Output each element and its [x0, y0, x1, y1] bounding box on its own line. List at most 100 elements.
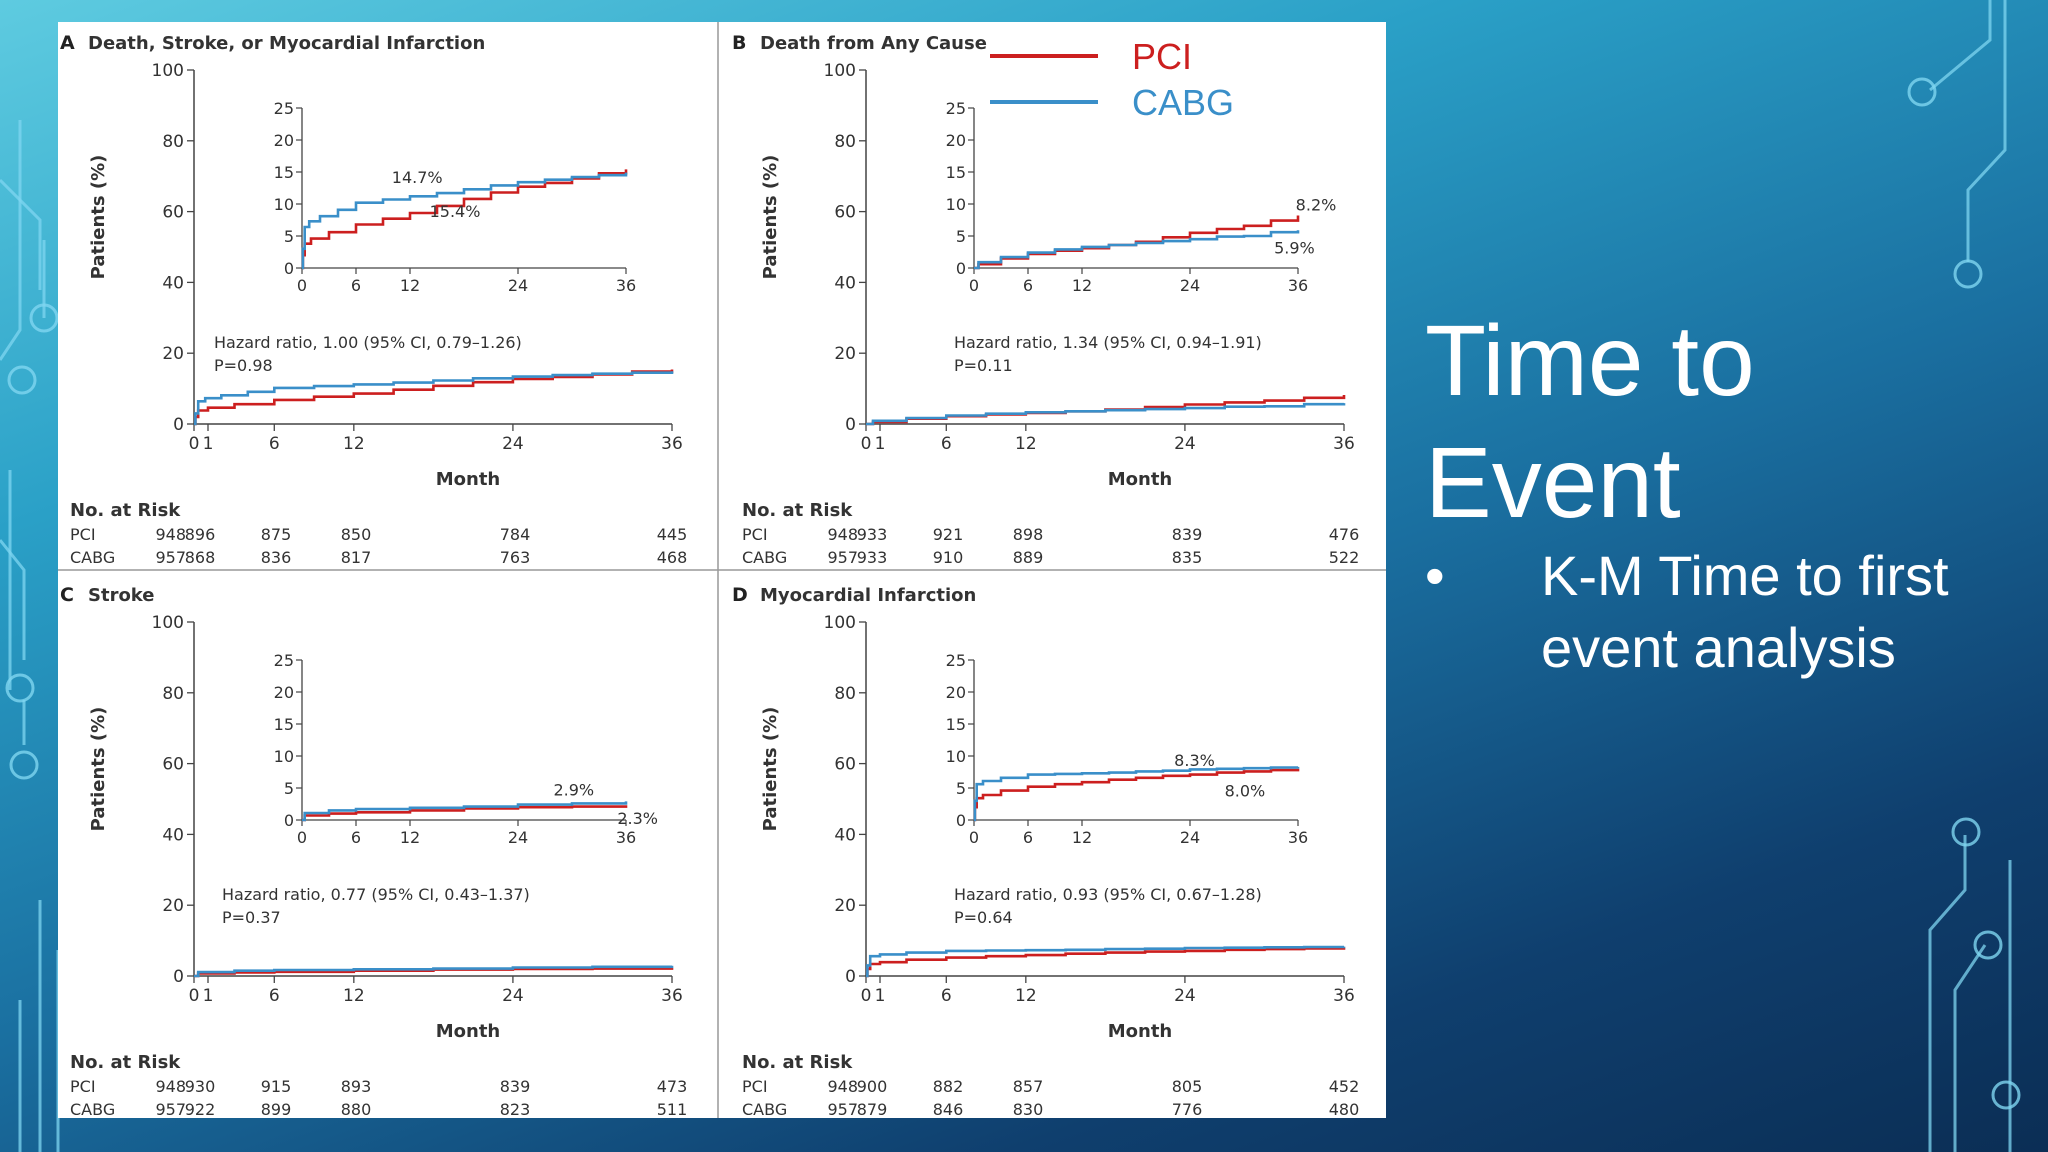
risk-row-label: PCI	[70, 525, 96, 544]
risk-value: 763	[500, 548, 531, 567]
inset-x-tick-label: 12	[1072, 828, 1092, 847]
inset-annotation: 8.3%	[1174, 751, 1215, 770]
inset-annotation: 8.2%	[1296, 196, 1337, 215]
risk-value: 868	[185, 548, 216, 567]
hazard-ratio: Hazard ratio, 1.34 (95% CI, 0.94–1.91)	[954, 333, 1262, 352]
circuit-node	[1951, 817, 1981, 847]
inset-y-tick-label: 10	[946, 195, 966, 214]
risk-value: 922	[185, 1100, 216, 1118]
risk-row-label: PCI	[70, 1077, 96, 1096]
inset-x-tick-label: 36	[1288, 828, 1308, 847]
inset-y-tick-label: 25	[946, 99, 966, 118]
risk-value: 839	[1172, 525, 1203, 544]
inset-curve-pci	[302, 805, 628, 822]
risk-value: 948	[827, 525, 858, 544]
risk-value: 879	[857, 1100, 888, 1118]
x-tick-label: 24	[1174, 986, 1196, 1006]
y-tick-label: 20	[834, 896, 856, 916]
risk-table-title: No. at Risk	[70, 1052, 181, 1073]
inset-y-tick-label: 25	[274, 651, 294, 670]
y-tick-label: 100	[824, 61, 856, 81]
risk-value: 957	[827, 548, 858, 567]
bullet-text: K-M Time to first event analysis	[1541, 544, 1949, 679]
x-tick-label: 0	[189, 434, 200, 454]
risk-value: 933	[857, 548, 888, 567]
panel-letter: B	[732, 32, 746, 54]
panel-title: Myocardial Infarction	[760, 585, 976, 606]
circuit-node	[29, 303, 59, 333]
y-tick-label: 40	[834, 825, 856, 845]
risk-value: 957	[827, 1100, 858, 1118]
risk-value: 830	[1013, 1100, 1044, 1118]
panel-letter: A	[60, 32, 75, 54]
y-tick-label: 80	[834, 132, 856, 152]
inset-x-tick-label: 12	[400, 828, 420, 847]
x-tick-label: 12	[1015, 434, 1037, 454]
risk-value: 476	[1329, 525, 1360, 544]
inset-y-tick-label: 0	[956, 259, 966, 278]
y-tick-label: 40	[834, 273, 856, 293]
risk-value: 899	[261, 1100, 292, 1118]
risk-value: 836	[261, 548, 292, 567]
x-axis-label: Month	[1108, 469, 1173, 490]
risk-value: 948	[155, 525, 186, 544]
risk-value: 957	[155, 1100, 186, 1118]
y-tick-label: 20	[162, 896, 184, 916]
risk-value: 473	[657, 1077, 688, 1096]
risk-row-label: CABG	[742, 548, 787, 567]
y-tick-label: 60	[834, 203, 856, 223]
circuit-trace	[0, 120, 22, 361]
risk-row-label: CABG	[70, 548, 115, 567]
y-tick-label: 80	[162, 132, 184, 152]
y-tick-label: 40	[162, 273, 184, 293]
x-tick-label: 0	[861, 986, 872, 1006]
km-figure-svg: A Death, Stroke, or Myocardial Infarction…	[58, 22, 1386, 1118]
circuit-node	[1973, 930, 2003, 960]
inset-y-tick-label: 20	[946, 131, 966, 150]
x-tick-label: 0	[861, 434, 872, 454]
inset-y-tick-label: 5	[284, 779, 294, 798]
y-axis-label: Patients (%)	[88, 155, 109, 280]
y-tick-label: 60	[162, 755, 184, 775]
x-tick-label: 12	[343, 434, 365, 454]
main-curve-cabg	[194, 965, 674, 978]
circuit-node	[7, 365, 37, 395]
main-curve-cabg	[866, 402, 1346, 426]
x-tick-label: 24	[502, 986, 524, 1006]
inset-annotation: 15.4%	[430, 202, 481, 221]
risk-value: 915	[261, 1077, 292, 1096]
y-tick-label: 60	[834, 755, 856, 775]
x-tick-label: 24	[502, 434, 524, 454]
y-tick-label: 0	[845, 415, 856, 435]
inset-y-tick-label: 10	[946, 747, 966, 766]
risk-value: 957	[155, 548, 186, 567]
risk-value: 896	[185, 525, 216, 544]
inset-x-tick-label: 0	[297, 276, 307, 295]
risk-value: 835	[1172, 548, 1203, 567]
risk-value: 882	[933, 1077, 964, 1096]
panel-letter: C	[60, 584, 74, 606]
risk-value: 776	[1172, 1100, 1203, 1118]
risk-value: 875	[261, 525, 292, 544]
inset-x-tick-label: 24	[1180, 828, 1200, 847]
inset-annotation: 8.0%	[1225, 782, 1266, 801]
main-curve-cabg	[866, 945, 1346, 978]
inset-y-tick-label: 20	[946, 683, 966, 702]
y-axis-label: Patients (%)	[88, 707, 109, 832]
inset-curve-cabg	[973, 766, 1300, 822]
legend-label-cabg: CABG	[1132, 82, 1234, 123]
risk-value: 889	[1013, 548, 1044, 567]
hazard-ratio: Hazard ratio, 0.77 (95% CI, 0.43–1.37)	[222, 885, 530, 904]
inset-curve-cabg	[302, 801, 628, 822]
inset-y-tick-label: 5	[284, 227, 294, 246]
inset-annotation: 14.7%	[392, 168, 443, 187]
inset-curve-cabg	[974, 230, 1300, 270]
inset-curve-pci	[973, 768, 1300, 822]
circuit-trace	[0, 539, 26, 660]
x-tick-label: 0	[189, 986, 200, 1006]
risk-value: 817	[341, 548, 372, 567]
risk-value: 839	[500, 1077, 531, 1096]
x-tick-label: 6	[269, 434, 280, 454]
